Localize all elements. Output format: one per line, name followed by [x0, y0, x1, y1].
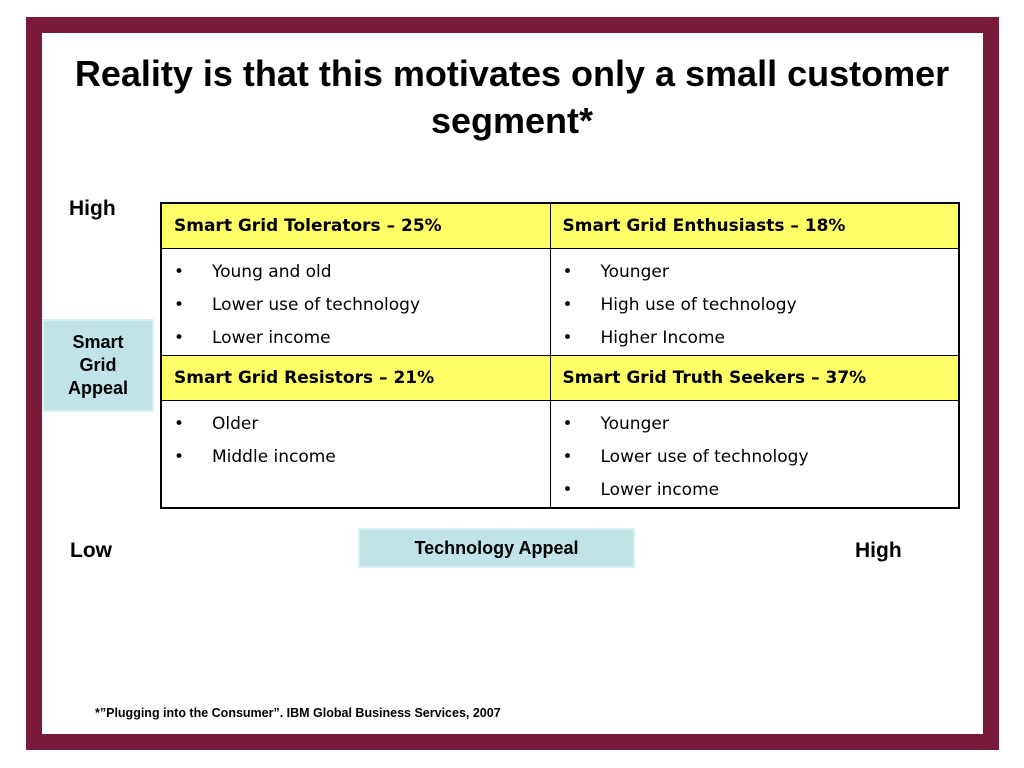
bullet-icon: • — [174, 328, 185, 348]
x-axis-high-label: High — [855, 539, 902, 562]
bullet-icon: • — [562, 480, 573, 500]
list-item: • Middle income — [162, 441, 550, 474]
bullet-icon: • — [562, 295, 573, 315]
bullet-icon: • — [174, 295, 185, 315]
slide-title: Reality is that this motivates only a sm… — [74, 53, 950, 141]
list-item: • Younger — [551, 256, 959, 289]
quadrant-body-tolerators: • Young and old • Lower use of technology … — [160, 248, 551, 356]
quadrant-body-resistors: • Older • Middle income — [160, 400, 551, 509]
y-axis-high-label: High — [69, 197, 116, 220]
list-item: • Lower use of technology — [162, 289, 550, 322]
list-item: • Lower income — [162, 322, 550, 355]
list-item: • Younger — [551, 408, 959, 441]
bullet-icon: • — [562, 262, 573, 282]
footnote: *”Plugging into the Consumer”. IBM Globa… — [95, 706, 501, 720]
bullet-icon: • — [562, 447, 573, 467]
technology-appeal-label: Technology Appeal — [358, 528, 635, 568]
quadrant-header-truth-seekers: Smart Grid Truth Seekers – 37% — [549, 355, 960, 401]
list-item: • Older — [162, 408, 550, 441]
bullet-icon: • — [174, 447, 185, 467]
smart-grid-appeal-line-3: Appeal — [67, 378, 128, 398]
bullet-icon: • — [562, 414, 573, 434]
smart-grid-appeal-label: Smart Grid Appeal — [42, 319, 154, 412]
list-item: • Lower income — [551, 474, 959, 507]
segment-matrix: Smart Grid Tolerators – 25% Smart Grid E… — [160, 202, 960, 509]
x-axis-low-label: Low — [70, 539, 112, 562]
bullet-icon: • — [562, 328, 573, 348]
list-item: • High use of technology — [551, 289, 959, 322]
quadrant-header-enthusiasts: Smart Grid Enthusiasts – 18% — [549, 202, 960, 249]
quadrant-body-truth-seekers: • Younger • Lower use of technology • Lower… — [549, 400, 960, 509]
smart-grid-appeal-line-1: Smart — [72, 332, 124, 352]
smart-grid-appeal-line-2: Grid — [79, 355, 117, 375]
list-item: • Higher Income — [551, 322, 959, 355]
bullet-icon: • — [174, 414, 185, 434]
list-item: • Lower use of technology — [551, 441, 959, 474]
bullet-icon: • — [174, 262, 185, 282]
quadrant-body-enthusiasts: • Younger • High use of technology • Higher… — [549, 248, 960, 356]
quadrant-header-tolerators: Smart Grid Tolerators – 25% — [160, 202, 551, 249]
quadrant-header-resistors: Smart Grid Resistors – 21% — [160, 355, 551, 401]
list-item: • Young and old — [162, 256, 550, 289]
